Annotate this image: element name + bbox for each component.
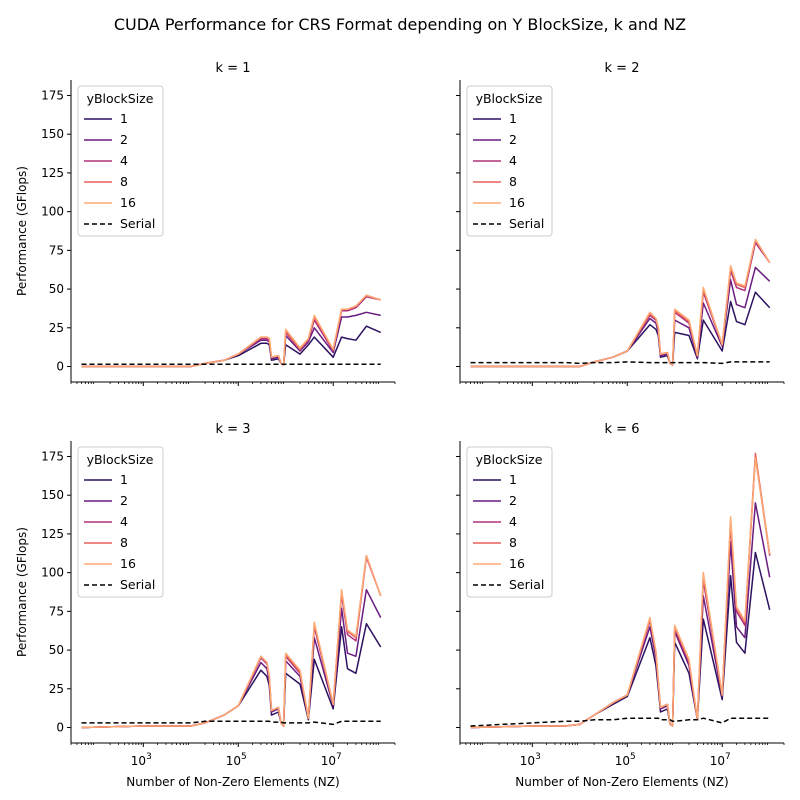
series-line-serial	[470, 361, 770, 365]
y-axis-label: Performance (GFlops)	[15, 527, 29, 657]
series-line-16	[81, 554, 382, 729]
y-tick-label: 75	[49, 604, 64, 618]
legend: yBlockSize 1 2 4 8 16 Serial	[466, 446, 553, 598]
legend-entry: 2	[120, 132, 128, 147]
y-tick-label: 150	[41, 127, 64, 141]
y-tick-label: 175	[41, 88, 64, 102]
legend-entry: 16	[509, 195, 525, 210]
y-tick-label: 0	[56, 721, 64, 735]
x-tick-label: 107	[710, 752, 731, 768]
y-tick-label: 100	[41, 205, 64, 219]
plot-area	[470, 452, 771, 729]
legend-entry: Serial	[120, 216, 155, 231]
legend-title: yBlockSize	[476, 91, 543, 106]
x-tick-label: 103	[131, 752, 152, 768]
legend-entry: 16	[509, 556, 525, 571]
legend-box	[466, 85, 553, 237]
x-tick-exponent: 7	[725, 752, 731, 762]
legend-entry: 4	[120, 153, 128, 168]
x-tick-label: 107	[321, 752, 342, 768]
subplot-title: k = 6	[605, 422, 640, 437]
legend-entry: Serial	[509, 216, 544, 231]
legend-entry: 8	[509, 174, 517, 189]
y-tick-label: 50	[49, 282, 64, 296]
y-tick-label: 25	[49, 321, 64, 335]
series-line-8	[81, 294, 381, 368]
series-line-16	[81, 294, 381, 368]
legend-title: yBlockSize	[87, 452, 154, 467]
legend-title: yBlockSize	[476, 452, 543, 467]
subplot-1: 0 25 50 75 100 125 150 175 k = 1 Performance (GFl…	[15, 61, 396, 386]
series-line-16	[470, 457, 771, 729]
series-line-4	[470, 241, 771, 368]
plot-area	[81, 294, 381, 368]
y-tick-label: 175	[41, 449, 64, 463]
series-line-1	[81, 325, 381, 368]
legend-entry: 16	[120, 556, 136, 571]
plot-area	[470, 238, 771, 368]
legend-entry: 1	[509, 472, 517, 487]
legend: yBlockSize 1 2 4 8 16 Serial	[77, 85, 164, 237]
series-line-4	[81, 296, 381, 368]
figure-title: CUDA Performance for CRS Format dependin…	[114, 15, 686, 34]
y-tick-label: 0	[56, 360, 64, 374]
legend-title: yBlockSize	[87, 91, 154, 106]
legend-entry: 4	[509, 153, 517, 168]
series-line-serial	[470, 717, 770, 727]
y-tick-label: 125	[41, 527, 64, 541]
x-tick-exponent: 5	[630, 752, 636, 762]
x-axis-label: Number of Non-Zero Elements (NZ)	[515, 775, 728, 789]
y-tick-label: 150	[41, 488, 64, 502]
subplot-title: k = 3	[216, 422, 251, 437]
legend-entry: 1	[120, 472, 128, 487]
legend-entry: 8	[120, 535, 128, 550]
y-tick-label: 100	[41, 566, 64, 580]
legend: yBlockSize 1 2 4 8 16 Serial	[77, 446, 164, 598]
legend-entry: 2	[509, 493, 517, 508]
legend-entry: 4	[509, 514, 517, 529]
series-line-8	[470, 238, 771, 368]
legend-box	[77, 85, 164, 237]
legend-entry: 1	[120, 111, 128, 126]
legend-entry: 8	[509, 535, 517, 550]
x-tick-exponent: 5	[241, 752, 247, 762]
legend-entry: 8	[120, 174, 128, 189]
x-axis-label: Number of Non-Zero Elements (NZ)	[126, 775, 339, 789]
legend-box	[77, 446, 164, 598]
legend: yBlockSize 1 2 4 8 16 Serial	[466, 85, 553, 237]
subplot-2: k = 2 yBlockSize 1 2 4 8 16 Serial	[456, 61, 785, 386]
y-tick-label: 25	[49, 682, 64, 696]
x-tick-exponent: 7	[336, 752, 342, 762]
plot-area	[81, 554, 382, 729]
y-axis-label: Performance (GFlops)	[15, 166, 29, 296]
legend-entry: Serial	[120, 577, 155, 592]
subplot-4: 103 105 107 k = 6 Number of Non-Zero Element…	[456, 422, 785, 789]
subplot-title: k = 1	[216, 61, 251, 76]
x-tick-exponent: 3	[535, 752, 541, 762]
legend-entry: Serial	[509, 577, 544, 592]
x-tick-label: 105	[615, 752, 636, 768]
y-tick-label: 50	[49, 643, 64, 657]
legend-entry: 2	[509, 132, 517, 147]
series-line-serial	[81, 720, 381, 726]
x-tick-label: 105	[226, 752, 247, 768]
legend-entry: 2	[120, 493, 128, 508]
subplot-title: k = 2	[605, 61, 640, 76]
y-tick-label: 75	[49, 243, 64, 257]
legend-entry: 1	[509, 111, 517, 126]
legend-box	[466, 446, 553, 598]
legend-entry: 16	[120, 195, 136, 210]
x-tick-label: 103	[520, 752, 541, 768]
series-line-16	[470, 238, 771, 368]
x-tick-exponent: 3	[146, 752, 152, 762]
legend-entry: 4	[120, 514, 128, 529]
y-tick-label: 125	[41, 166, 64, 180]
